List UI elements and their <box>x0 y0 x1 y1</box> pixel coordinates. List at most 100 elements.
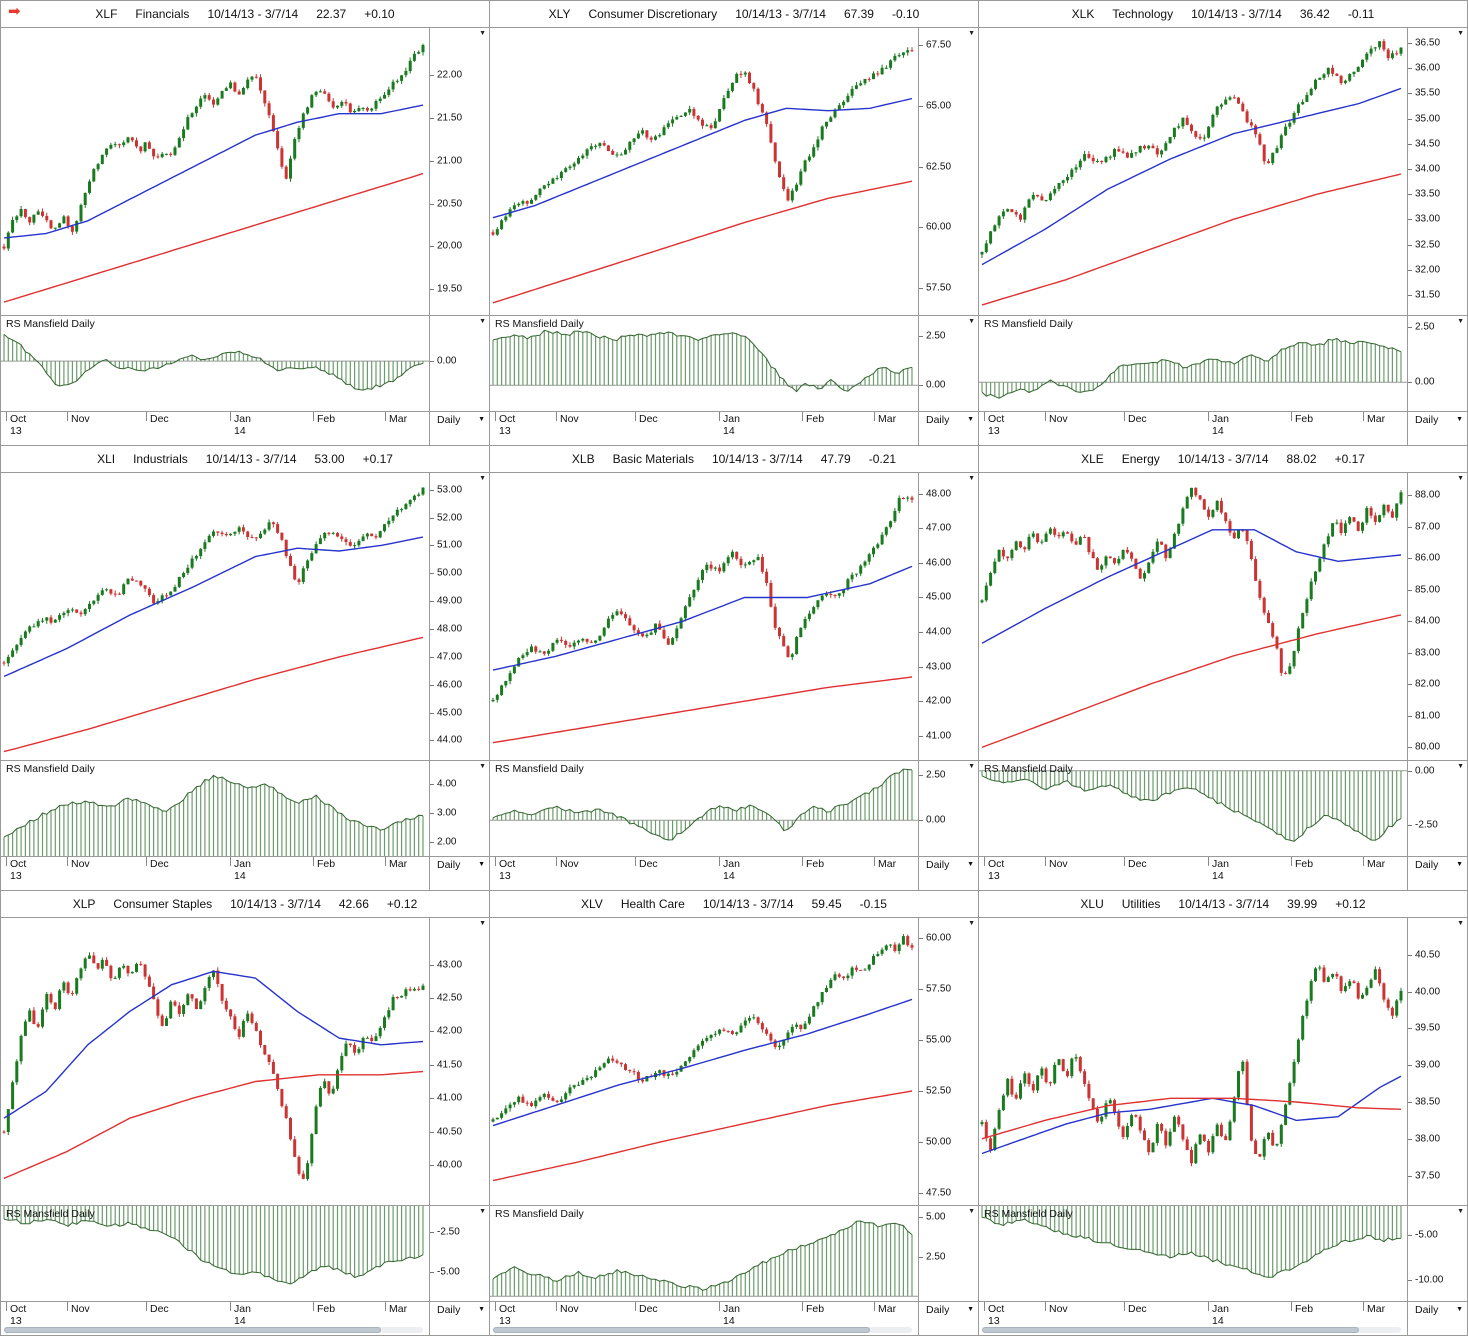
chevron-down-icon[interactable]: ▼ <box>479 475 486 482</box>
chevron-down-icon[interactable]: ▼ <box>968 318 975 325</box>
candlestick-chart[interactable] <box>1 918 429 1205</box>
candlestick-chart[interactable] <box>979 918 1407 1205</box>
chevron-down-icon[interactable]: ▼ <box>1456 861 1463 868</box>
candlestick-chart[interactable] <box>490 28 918 315</box>
period-selector[interactable]: Daily ▼ <box>918 857 978 890</box>
chevron-down-icon[interactable]: ▼ <box>1457 763 1464 770</box>
chevron-down-icon[interactable]: ▼ <box>479 763 486 770</box>
axis-tick-label: 41.00 <box>437 1092 463 1104</box>
time-axis-tick <box>1363 857 1364 866</box>
period-selector[interactable]: Daily ▼ <box>1407 1302 1467 1335</box>
chevron-down-icon[interactable]: ▼ <box>1457 920 1464 927</box>
price-axis[interactable]: ▼ 44.00 45.00 46.00 47.00 48.00 49.00 50.00 51.… <box>429 473 489 760</box>
chevron-down-icon[interactable]: ▼ <box>968 30 975 37</box>
rs-axis[interactable]: ▼ 0.00 2.50 <box>1407 316 1467 411</box>
axis-tick-label: 0.00 <box>1415 765 1435 777</box>
rs-axis[interactable]: ▼ -5.00 -10.00 <box>1407 1206 1467 1301</box>
chevron-down-icon[interactable]: ▼ <box>967 861 974 868</box>
time-axis-month-label: Jan <box>723 1303 740 1315</box>
chevron-down-icon[interactable]: ▼ <box>1456 1306 1463 1313</box>
horizontal-scrollbar[interactable] <box>4 1327 423 1333</box>
price-axis[interactable]: ▼ 19.50 20.00 20.50 21.00 21.50 22.00 <box>429 28 489 315</box>
rs-histogram-chart[interactable] <box>979 316 1407 411</box>
candlestick-chart[interactable] <box>490 918 918 1205</box>
axis-tick-label: 67.50 <box>926 39 952 51</box>
axis-tick-label: 34.00 <box>1415 163 1441 175</box>
chevron-down-icon[interactable]: ▼ <box>1457 318 1464 325</box>
rs-histogram-chart[interactable] <box>1 1206 429 1301</box>
price-axis[interactable]: ▼ 40.00 40.50 41.00 41.50 42.00 42.50 43.00 <box>429 918 489 1205</box>
price-axis[interactable]: ▼ 41.00 42.00 43.00 44.00 45.00 46.00 47.00 48.… <box>918 473 978 760</box>
time-axis-month-label: Jan <box>234 1303 251 1315</box>
rs-axis[interactable]: ▼ 0.00 2.50 <box>918 316 978 411</box>
time-axis-month-label: Feb <box>1295 858 1314 870</box>
chevron-down-icon[interactable]: ▼ <box>478 1306 485 1313</box>
axis-tick-label: 0.00 <box>1415 376 1435 388</box>
rs-histogram-chart[interactable] <box>490 316 918 411</box>
chevron-down-icon[interactable]: ▼ <box>1457 1208 1464 1215</box>
rs-histogram-chart[interactable] <box>490 1206 918 1301</box>
period-selector[interactable]: Daily ▼ <box>429 857 489 890</box>
time-axis-tick <box>1045 857 1046 866</box>
axis-tick-label: 62.50 <box>926 161 952 173</box>
chevron-down-icon[interactable]: ▼ <box>479 318 486 325</box>
period-selector[interactable]: Daily ▼ <box>429 412 489 445</box>
period-selector[interactable]: Daily ▼ <box>918 412 978 445</box>
price-axis[interactable]: ▼ 57.50 60.00 62.50 65.00 67.50 <box>918 28 978 315</box>
chevron-down-icon[interactable]: ▼ <box>479 920 486 927</box>
period-selector[interactable]: Daily ▼ <box>1407 857 1467 890</box>
axis-tick-label: 32.50 <box>1415 239 1441 250</box>
chevron-down-icon[interactable]: ▼ <box>1456 416 1463 423</box>
chevron-down-icon[interactable]: ▼ <box>968 1208 975 1215</box>
rs-axis[interactable]: ▼ 0.00 -2.50 <box>1407 761 1467 856</box>
scrollbar-thumb[interactable] <box>4 1327 382 1333</box>
chevron-down-icon[interactable]: ▼ <box>479 30 486 37</box>
candlestick-chart[interactable] <box>979 473 1407 760</box>
scrollbar-thumb[interactable] <box>493 1327 871 1333</box>
rs-histogram-chart[interactable] <box>979 761 1407 856</box>
chevron-down-icon[interactable]: ▼ <box>478 416 485 423</box>
rs-histogram-chart[interactable] <box>1 316 429 411</box>
time-axis-tick <box>719 412 720 421</box>
candlestick-chart[interactable] <box>1 473 429 760</box>
price-axis[interactable]: ▼ 47.50 50.00 52.50 55.00 57.50 60.00 <box>918 918 978 1205</box>
rs-axis[interactable]: ▼ 2.50 5.00 <box>918 1206 978 1301</box>
date-range: 10/14/13 - 3/7/14 <box>735 7 826 21</box>
chevron-down-icon[interactable]: ▼ <box>968 763 975 770</box>
price-axis[interactable]: ▼ 37.50 38.00 38.50 39.00 39.50 40.00 40.50 <box>1407 918 1467 1205</box>
chevron-down-icon[interactable]: ▼ <box>967 416 974 423</box>
chevron-down-icon[interactable]: ▼ <box>1457 475 1464 482</box>
chevron-down-icon[interactable]: ▼ <box>1457 30 1464 37</box>
chevron-down-icon[interactable]: ▼ <box>967 1306 974 1313</box>
ticker-symbol: XLE <box>1081 452 1104 466</box>
horizontal-scrollbar[interactable] <box>982 1327 1401 1333</box>
candlestick-chart[interactable] <box>1 28 429 315</box>
rs-histogram-chart[interactable] <box>979 1206 1407 1301</box>
chevron-down-icon[interactable]: ▼ <box>968 475 975 482</box>
chevron-down-icon[interactable]: ▼ <box>968 920 975 927</box>
price-axis[interactable]: ▼ 80.00 81.00 82.00 83.00 84.00 85.00 86.00 87.… <box>1407 473 1467 760</box>
time-axis-month-label: Mar <box>878 858 897 870</box>
chevron-down-icon[interactable]: ▼ <box>479 1208 486 1215</box>
rs-histogram-chart[interactable] <box>490 761 918 856</box>
time-axis-tick <box>230 857 231 866</box>
chevron-down-icon[interactable]: ▼ <box>478 861 485 868</box>
candlestick-chart[interactable] <box>979 28 1407 315</box>
rs-axis[interactable]: ▼ 2.00 3.00 4.00 <box>429 761 489 856</box>
rs-axis[interactable]: ▼ 0.00 2.50 <box>918 761 978 856</box>
rs-axis[interactable]: ▼ -2.50 -5.00 <box>429 1206 489 1301</box>
red-arrow-icon[interactable]: ➡ <box>8 3 21 20</box>
price-axis[interactable]: ▼ 31.50 32.00 32.50 33.00 33.50 34.00 34.50 35.… <box>1407 28 1467 315</box>
ticker-symbol: XLP <box>72 897 96 911</box>
rs-axis[interactable]: ▼ 0.00 <box>429 316 489 411</box>
candlestick-chart[interactable] <box>490 473 918 760</box>
period-selector[interactable]: Daily ▼ <box>918 1302 978 1335</box>
time-axis-tick <box>802 412 803 421</box>
axis-tick-label: 35.50 <box>1415 87 1441 99</box>
period-selector[interactable]: Daily ▼ <box>429 1302 489 1335</box>
horizontal-scrollbar[interactable] <box>493 1327 912 1333</box>
rs-histogram-chart[interactable] <box>1 761 429 856</box>
scrollbar-thumb[interactable] <box>982 1327 1360 1333</box>
period-selector[interactable]: Daily ▼ <box>1407 412 1467 445</box>
rs-pane: RS Mansfield Daily ▼ 2.50 5.00 <box>490 1205 978 1301</box>
